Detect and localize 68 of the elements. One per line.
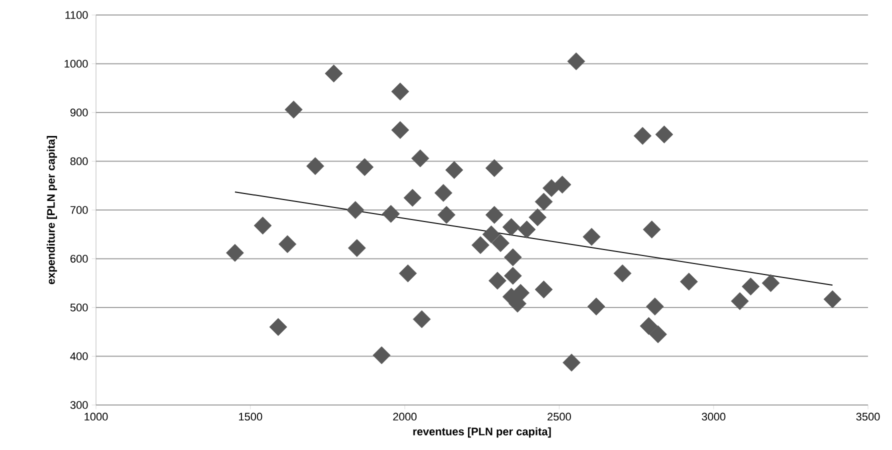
point bbox=[640, 317, 658, 335]
point bbox=[412, 310, 431, 328]
y-tick-label: 600 bbox=[70, 254, 88, 263]
point bbox=[411, 149, 430, 168]
point bbox=[518, 220, 536, 238]
point bbox=[382, 204, 400, 223]
point bbox=[655, 126, 674, 144]
point bbox=[567, 52, 586, 70]
x-tick-label: 3500 bbox=[856, 412, 880, 421]
point bbox=[534, 192, 553, 211]
y-tick-label: 300 bbox=[70, 401, 88, 409]
point bbox=[634, 126, 652, 145]
point bbox=[553, 176, 572, 194]
point bbox=[485, 206, 504, 224]
point bbox=[492, 234, 510, 252]
point bbox=[534, 280, 553, 298]
point bbox=[562, 354, 580, 372]
point bbox=[504, 248, 522, 266]
point bbox=[488, 272, 506, 290]
point bbox=[226, 244, 244, 262]
point bbox=[762, 274, 780, 292]
x-axis-title: reventues [PLN per capita] bbox=[413, 427, 551, 438]
point bbox=[445, 161, 464, 179]
x-tick-label: 2500 bbox=[548, 412, 571, 421]
point bbox=[306, 157, 324, 176]
point bbox=[372, 346, 391, 364]
point bbox=[346, 201, 364, 219]
point bbox=[614, 264, 632, 282]
point bbox=[438, 206, 456, 224]
point bbox=[324, 64, 343, 82]
point bbox=[502, 218, 520, 236]
y-tick-label: 800 bbox=[70, 157, 88, 166]
point bbox=[472, 236, 490, 254]
point bbox=[278, 235, 296, 254]
point bbox=[284, 100, 303, 119]
y-tick-label: 1000 bbox=[64, 60, 88, 68]
point bbox=[742, 278, 760, 296]
point bbox=[642, 220, 661, 238]
point bbox=[434, 184, 452, 202]
x-tick-label: 1000 bbox=[84, 412, 108, 421]
y-axis-title: expenditure [PLN per capita] bbox=[46, 136, 57, 284]
y-tick-label: 700 bbox=[70, 206, 88, 214]
point bbox=[824, 290, 842, 308]
point bbox=[649, 325, 667, 344]
point bbox=[348, 239, 366, 257]
point bbox=[482, 225, 500, 244]
x-tick-label: 1500 bbox=[239, 412, 262, 421]
point bbox=[404, 188, 422, 207]
point bbox=[356, 158, 374, 176]
y-tick-label: 900 bbox=[70, 108, 88, 116]
point bbox=[582, 228, 601, 246]
point bbox=[269, 318, 288, 336]
point bbox=[730, 292, 749, 310]
x-tick-label: 2000 bbox=[393, 412, 417, 421]
point bbox=[587, 298, 606, 316]
point bbox=[504, 266, 522, 285]
point bbox=[680, 272, 698, 291]
point bbox=[485, 159, 504, 178]
point bbox=[391, 121, 410, 139]
y-tick-label: 1100 bbox=[65, 11, 88, 19]
point bbox=[398, 264, 417, 282]
point bbox=[391, 82, 410, 100]
point bbox=[254, 216, 272, 235]
y-tick-label: 500 bbox=[70, 304, 88, 312]
y-tick-label: 400 bbox=[70, 352, 88, 360]
point bbox=[646, 298, 664, 316]
x-tick-label: 3000 bbox=[702, 412, 726, 421]
point bbox=[528, 208, 547, 226]
